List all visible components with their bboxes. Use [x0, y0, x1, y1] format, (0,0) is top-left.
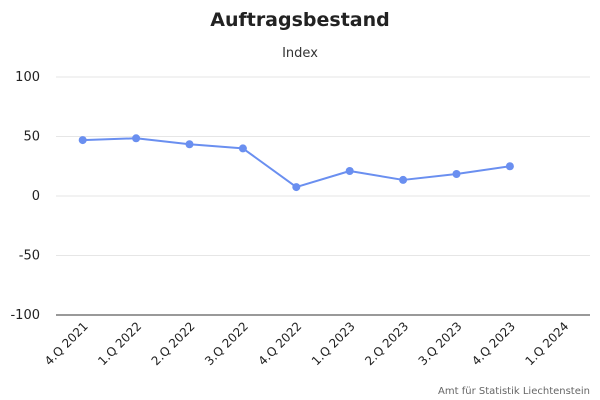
- x-tick-label: 1.Q 2024: [522, 319, 571, 368]
- x-tick-label: 1.Q 2022: [95, 319, 144, 368]
- y-axis-ticks: 100 50 0 -50 -100: [10, 70, 40, 323]
- chart-title: Auftragsbestand: [210, 9, 390, 31]
- x-tick-label: 2.Q 2022: [149, 319, 198, 368]
- x-axis-ticks: 4.Q 2021 1.Q 2022 2.Q 2022 3.Q 2022 4.Q 2022…: [42, 319, 572, 368]
- y-tick-label: 50: [23, 130, 40, 145]
- x-tick-label: 1.Q 2023: [309, 319, 358, 368]
- data-point[interactable]: [185, 140, 194, 149]
- data-point[interactable]: [345, 167, 354, 176]
- data-point[interactable]: [132, 134, 141, 143]
- chart-subtitle: Index: [282, 46, 318, 61]
- x-tick-label: 4.Q 2022: [255, 319, 304, 368]
- x-tick-label: 3.Q 2023: [416, 319, 465, 368]
- series-line: [82, 137, 511, 189]
- x-tick-label: 4.Q 2021: [42, 319, 91, 368]
- data-point[interactable]: [238, 144, 247, 153]
- data-point[interactable]: [505, 162, 514, 171]
- series-layer: [78, 134, 514, 192]
- gridlines: [56, 76, 590, 316]
- x-tick-label: 4.Q 2023: [469, 319, 518, 368]
- data-point[interactable]: [452, 169, 461, 178]
- y-tick-label: -100: [10, 308, 40, 323]
- data-point[interactable]: [399, 175, 408, 184]
- x-tick-label: 2.Q 2023: [362, 319, 411, 368]
- data-point[interactable]: [292, 183, 301, 192]
- y-tick-label: 0: [32, 189, 40, 204]
- x-tick-label: 3.Q 2022: [202, 319, 251, 368]
- chart-credit: Amt für Statistik Liechtenstein: [438, 386, 590, 397]
- y-tick-label: 100: [15, 70, 40, 85]
- y-tick-label: -50: [19, 249, 40, 264]
- data-point[interactable]: [78, 136, 87, 145]
